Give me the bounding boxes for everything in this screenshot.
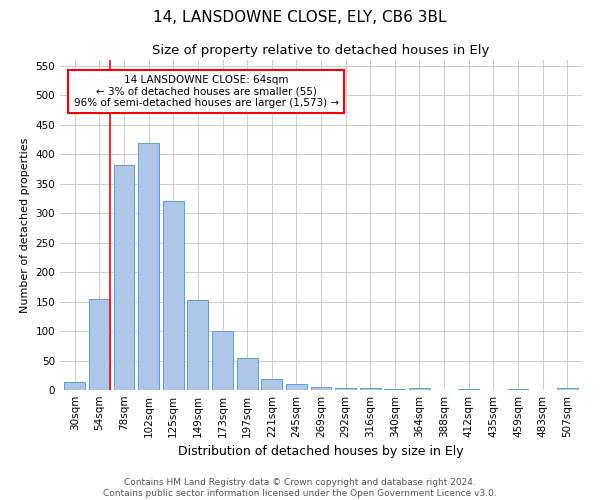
Text: Contains HM Land Registry data © Crown copyright and database right 2024.
Contai: Contains HM Land Registry data © Crown c…: [103, 478, 497, 498]
Y-axis label: Number of detached properties: Number of detached properties: [20, 138, 30, 312]
Bar: [89, 298, 110, 390]
Bar: [557, 388, 578, 390]
Bar: [335, 388, 356, 390]
Bar: [187, 300, 208, 390]
Bar: [236, 358, 257, 390]
Bar: [261, 379, 282, 390]
Title: Size of property relative to detached houses in Ely: Size of property relative to detached ho…: [152, 44, 490, 58]
Bar: [409, 388, 430, 390]
Bar: [163, 202, 184, 390]
Bar: [138, 143, 159, 390]
Bar: [360, 388, 381, 390]
Text: 14, LANSDOWNE CLOSE, ELY, CB6 3BL: 14, LANSDOWNE CLOSE, ELY, CB6 3BL: [153, 10, 447, 25]
Bar: [286, 384, 307, 390]
Text: 14 LANSDOWNE CLOSE: 64sqm
← 3% of detached houses are smaller (55)
96% of semi-d: 14 LANSDOWNE CLOSE: 64sqm ← 3% of detach…: [74, 75, 339, 108]
Bar: [212, 331, 233, 390]
Bar: [311, 387, 331, 390]
Bar: [64, 382, 85, 390]
X-axis label: Distribution of detached houses by size in Ely: Distribution of detached houses by size …: [178, 446, 464, 458]
Bar: [113, 165, 134, 390]
